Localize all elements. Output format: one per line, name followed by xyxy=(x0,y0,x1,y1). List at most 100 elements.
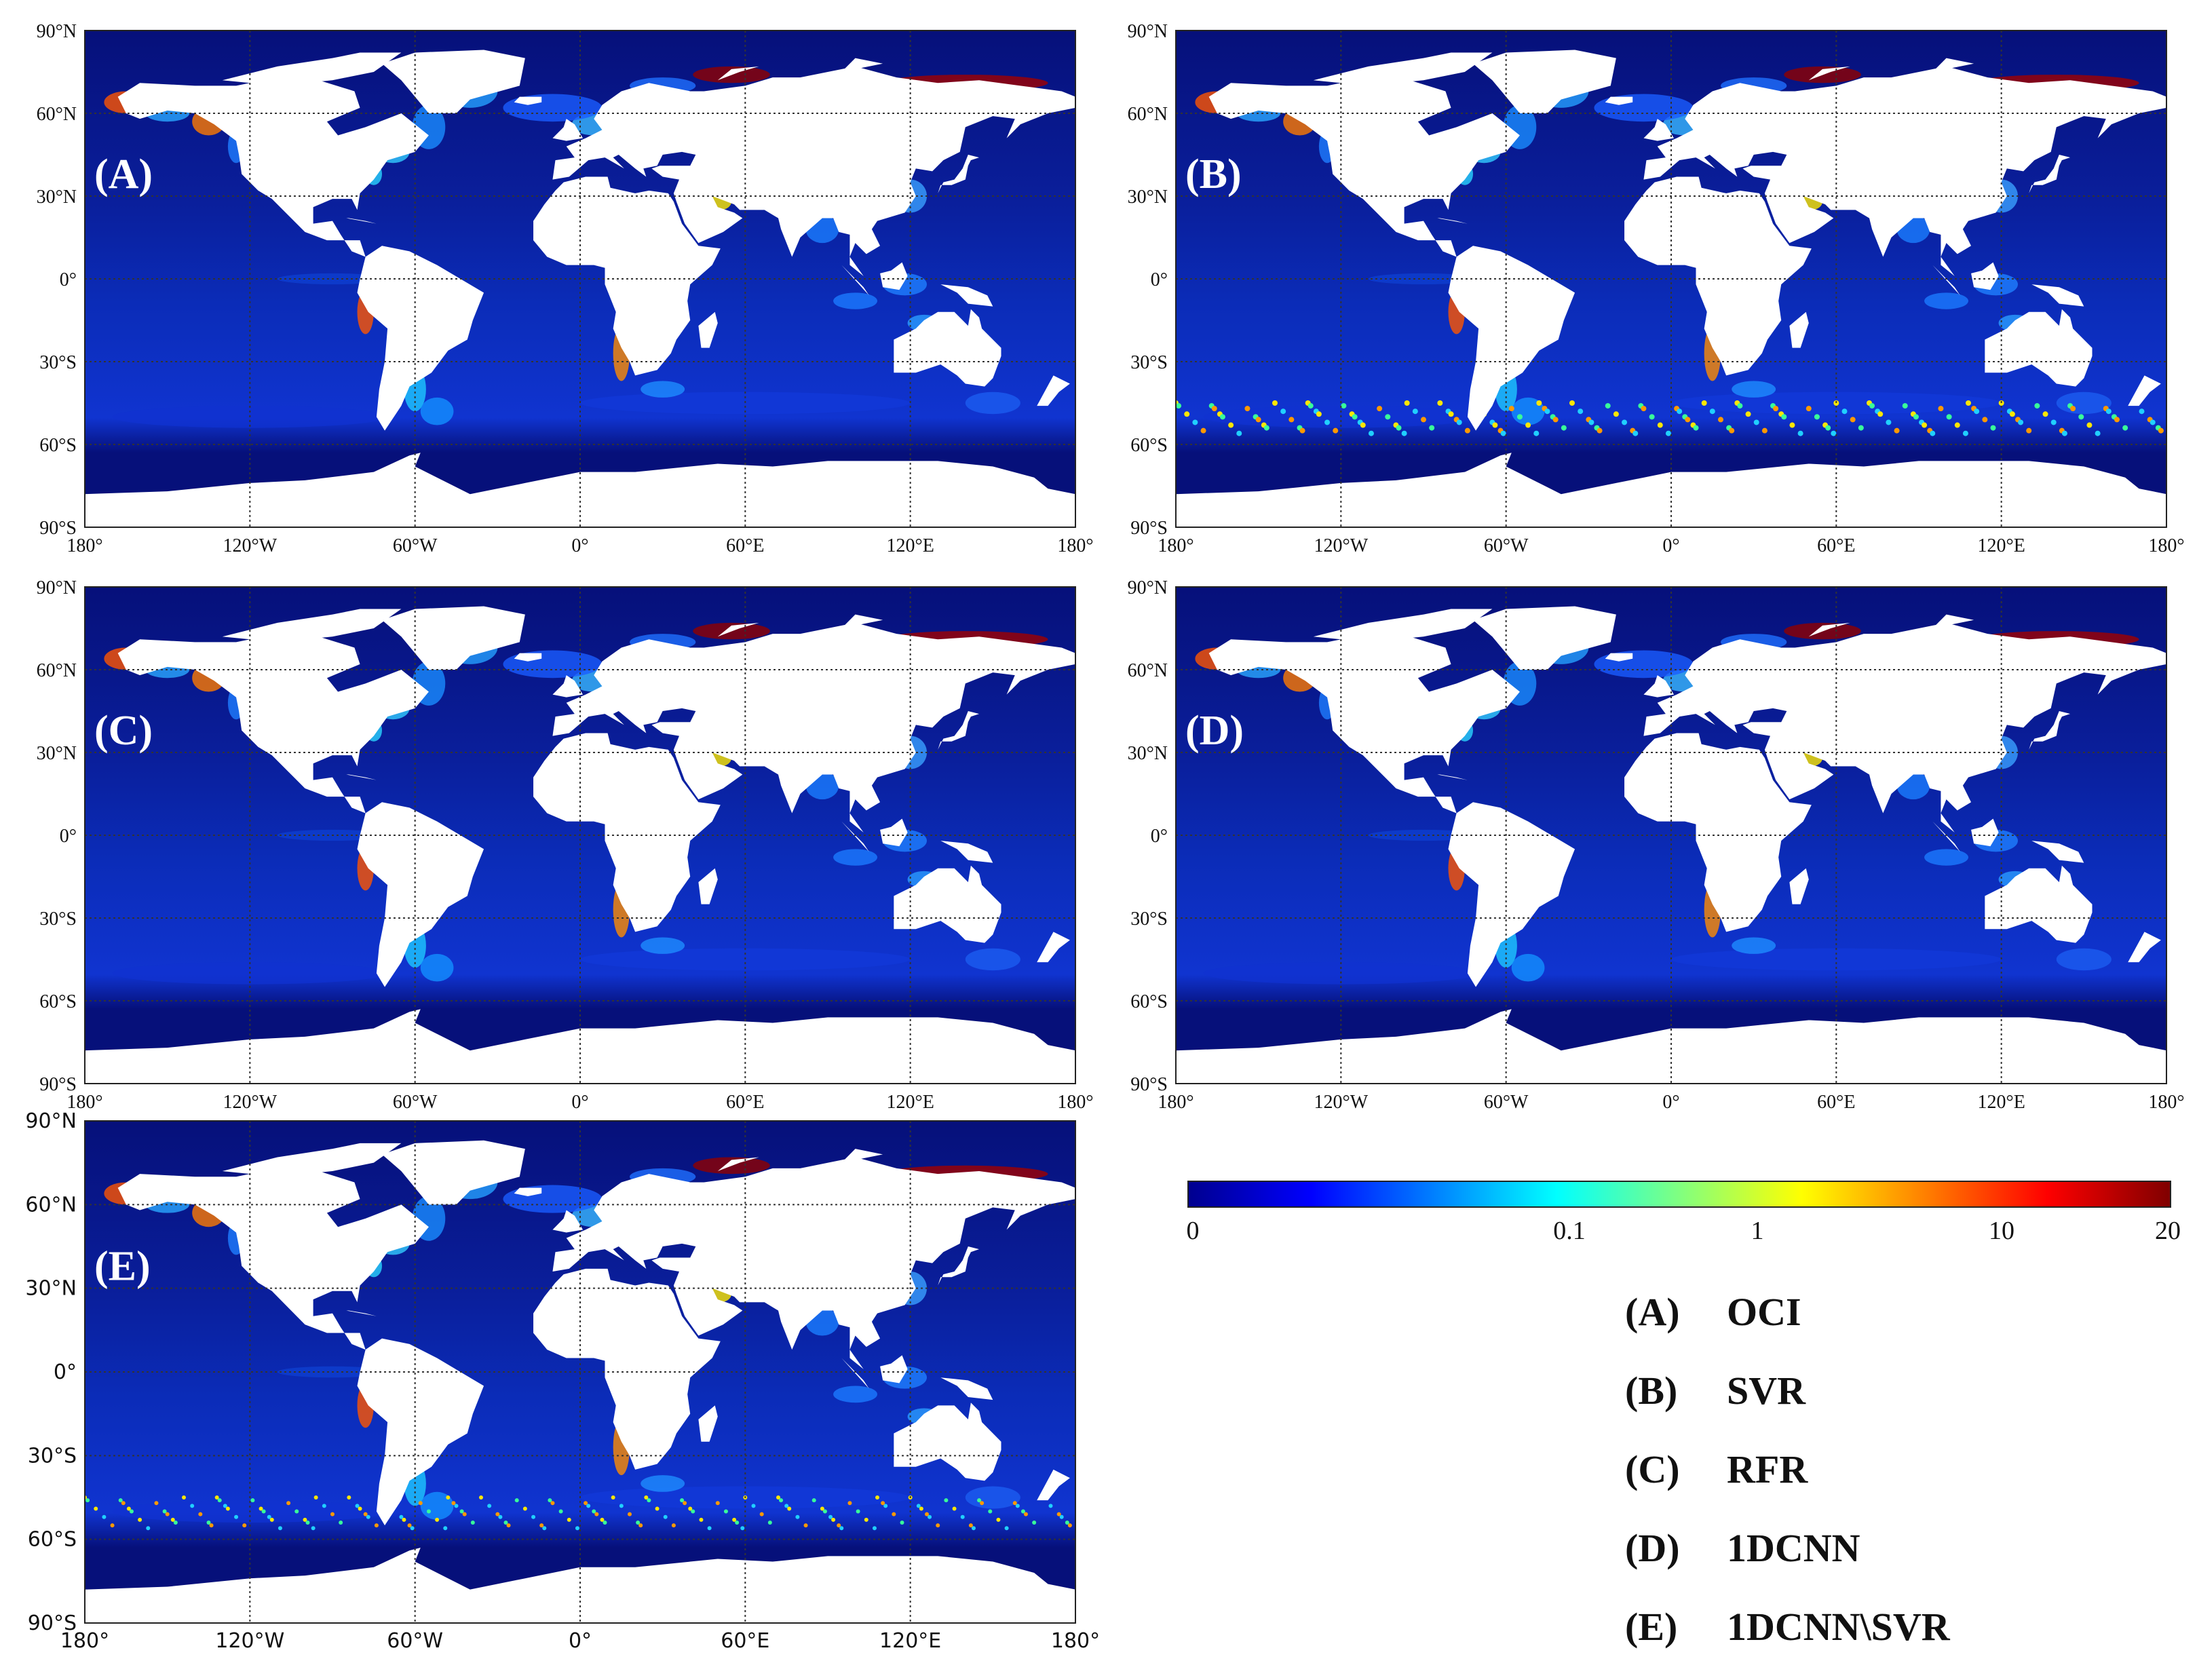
legend-name: RFR xyxy=(1727,1447,1808,1491)
speckle-dot xyxy=(1858,425,1864,431)
land-mass xyxy=(1176,453,2166,527)
land-mass xyxy=(1037,375,1070,406)
latitude-label: 30°S xyxy=(1130,352,1168,373)
speckle-dot xyxy=(286,1501,291,1506)
land-mass xyxy=(841,1149,883,1163)
speckle-dot xyxy=(856,1509,860,1514)
speckle-dot xyxy=(735,1521,740,1525)
speckle-dot xyxy=(803,1523,808,1528)
land-mass xyxy=(1448,246,1575,431)
legend-code: (C) xyxy=(1625,1447,1680,1491)
speckle-dot xyxy=(751,1504,756,1508)
speckle-dot xyxy=(2158,427,2164,434)
speckle-dot xyxy=(1464,427,1470,434)
speckle-dot xyxy=(1737,403,1743,409)
speckle-dot xyxy=(1877,411,1884,417)
land-mass xyxy=(1473,606,1616,670)
legend-code: (E) xyxy=(1625,1605,1678,1649)
speckle-dot xyxy=(1272,400,1278,406)
latitude-label: 90°N xyxy=(1128,21,1168,42)
land-mass xyxy=(382,1140,525,1205)
longitude-label: 180° xyxy=(60,1629,109,1653)
speckle-dot xyxy=(278,1526,282,1531)
legend-item-d: (D) 1DCNN xyxy=(1625,1525,2100,1571)
land-mass xyxy=(222,52,402,86)
speckle-dot xyxy=(355,1504,360,1508)
speckle-dot xyxy=(190,1504,195,1508)
land-mass xyxy=(552,622,1075,833)
speckle-dot xyxy=(1569,400,1575,406)
speckle-dot xyxy=(1665,430,1671,436)
speckle-dot xyxy=(217,1498,222,1503)
speckle-dot xyxy=(925,1512,929,1516)
speckle-dot xyxy=(1056,1512,1061,1516)
speckle-dot xyxy=(1525,422,1531,428)
speckle-dot xyxy=(410,1526,415,1531)
speckle-dot xyxy=(2122,425,2128,431)
longitude-label: 120°E xyxy=(1978,535,2025,556)
land-mass xyxy=(1932,265,1960,296)
speckle-dot xyxy=(1456,419,1462,425)
land-mass xyxy=(552,1157,1075,1369)
speckle-dot xyxy=(655,1506,660,1511)
land-mass xyxy=(1789,311,1809,348)
high-concentration-area xyxy=(833,292,877,309)
land-mass xyxy=(880,262,908,290)
longitude-label: 180° xyxy=(2148,1092,2184,1113)
latitude-label: 90°N xyxy=(1128,577,1168,598)
speckle-dot xyxy=(1632,430,1639,436)
panel-label: (D) xyxy=(1185,708,1244,754)
speckle-dot xyxy=(1368,430,1374,436)
high-concentration-area xyxy=(1732,381,1776,398)
latitude-label: 30°N xyxy=(37,187,77,208)
speckle-dot xyxy=(1753,419,1759,425)
land-mass xyxy=(222,1143,402,1177)
speckle-dot xyxy=(1377,406,1383,412)
speckle-dot xyxy=(539,1523,544,1528)
speckle-dot xyxy=(146,1526,151,1531)
speckle-dot xyxy=(1333,427,1339,434)
speckle-dot xyxy=(435,1517,440,1522)
speckle-dot xyxy=(214,1495,219,1500)
speckle-dot xyxy=(723,1509,728,1514)
latitude-label: 30°N xyxy=(1128,743,1168,764)
speckle-dot xyxy=(784,1504,789,1508)
speckle-dot xyxy=(1902,403,1908,409)
longitude-label: 60°E xyxy=(1817,535,1855,556)
speckle-dot xyxy=(2026,427,2032,434)
land-mass xyxy=(894,309,1001,387)
longitude-label: 180° xyxy=(1158,535,1193,556)
speckle-dot xyxy=(259,1506,263,1511)
speckle-dot xyxy=(977,1498,982,1503)
land-mass xyxy=(698,1405,718,1442)
longitude-label: 60°W xyxy=(387,1629,443,1653)
speckle-dot xyxy=(250,1498,255,1503)
speckle-dot xyxy=(1588,419,1594,425)
speckle-dot xyxy=(968,1523,973,1528)
speckle-dot xyxy=(919,1506,923,1511)
legend-code: (D) xyxy=(1625,1526,1680,1570)
speckle-dot xyxy=(1429,425,1435,431)
land-mass xyxy=(85,1548,1075,1623)
high-concentration-area xyxy=(1732,937,1776,954)
speckle-dot xyxy=(1657,422,1663,428)
speckle-dot xyxy=(1448,411,1454,417)
speckle-dot xyxy=(1913,414,1919,420)
speckle-dot xyxy=(663,1514,668,1519)
speckle-dot xyxy=(225,1506,230,1511)
latitude-label: 60°S xyxy=(28,1528,77,1552)
longitude-label: 60°W xyxy=(393,535,438,556)
latitude-label: 30°S xyxy=(39,909,77,930)
land-mass xyxy=(880,818,908,847)
land-mass xyxy=(1971,262,1999,290)
speckle-dot xyxy=(402,1517,406,1522)
land-mass xyxy=(841,58,883,72)
speckle-dot xyxy=(900,1521,904,1525)
speckle-dot xyxy=(446,1495,451,1500)
speckle-dot xyxy=(1954,422,1960,428)
speckle-dot xyxy=(311,1526,316,1531)
speckle-dot xyxy=(1974,408,1980,415)
speckle-dot xyxy=(558,1509,563,1514)
land-mass xyxy=(514,653,542,662)
